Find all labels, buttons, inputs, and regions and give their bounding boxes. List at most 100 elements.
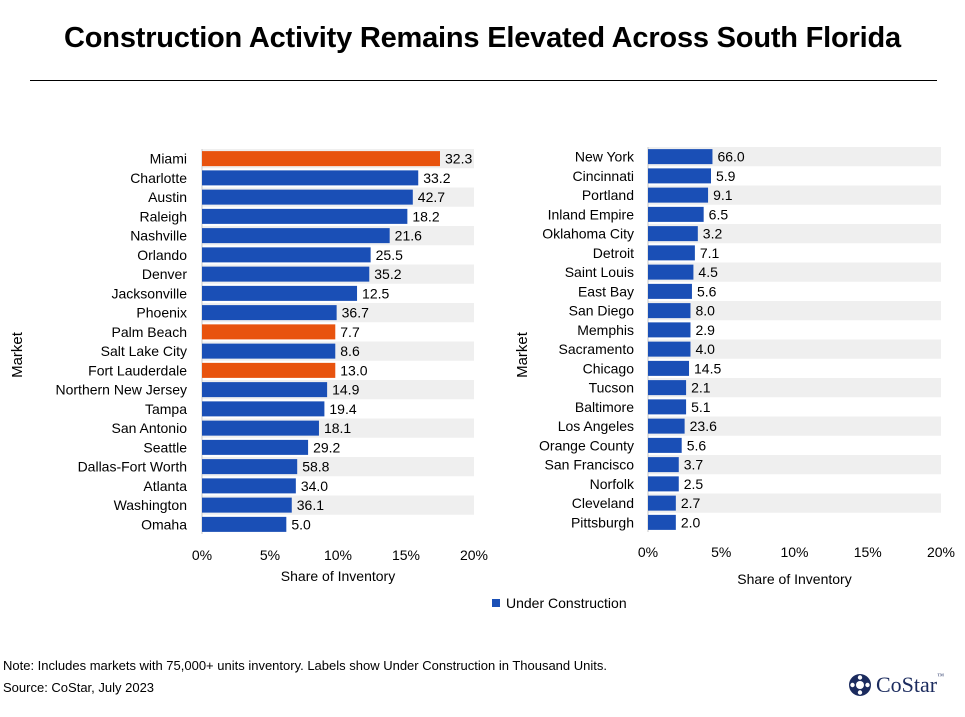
chart1-data-label: 32.3: [445, 151, 472, 167]
chart1-category-label: Salt Lake City: [101, 343, 187, 359]
chart1-data-label: 8.6: [340, 343, 360, 359]
chart2-bar: [648, 322, 691, 338]
chart1-category-label: Northern New Jersey: [56, 382, 188, 398]
chart2-band: [648, 224, 941, 244]
chart2-category-label: Inland Empire: [548, 206, 635, 222]
chart2-category-label: Tucson: [589, 380, 634, 396]
chart1-bar: [202, 228, 390, 244]
chart1-data-label: 21.6: [395, 228, 422, 244]
chart2-category-label: Detroit: [593, 245, 634, 261]
chart2-data-label: 8.0: [695, 303, 715, 319]
chart2-x-tick-label: 20%: [927, 544, 955, 560]
chart1-category-label: Nashville: [130, 228, 187, 244]
chart1-bar: [202, 266, 370, 282]
chart1-data-label: 14.9: [332, 382, 359, 398]
chart2-category-label: Sacramento: [559, 341, 635, 357]
chart2-data-label: 23.6: [690, 418, 717, 434]
chart2-bar: [648, 303, 691, 319]
chart1-category-label: Palm Beach: [112, 324, 187, 340]
chart1-data-label: 29.2: [313, 439, 340, 455]
chart2-x-tick-label: 0%: [638, 544, 658, 560]
chart2-category-label: Baltimore: [575, 399, 634, 415]
chart2-data-label: 4.0: [695, 341, 715, 357]
chart1-data-label: 13.0: [340, 362, 367, 378]
chart1-bar: [202, 305, 337, 321]
chart1-category-label: Orlando: [137, 247, 187, 263]
chart2-category-label: Pittsburgh: [571, 514, 634, 530]
chart2-bar: [648, 149, 713, 165]
chart2-category-label: Norfolk: [590, 476, 635, 492]
chart2-category-label: Portland: [582, 187, 634, 203]
chart1-data-label: 25.5: [376, 247, 403, 263]
chart2-bar: [648, 360, 690, 376]
chart2-band: [648, 147, 941, 167]
chart1-x-tick-label: 5%: [260, 547, 280, 563]
chart2-band: [648, 378, 941, 398]
chart2-bar: [648, 264, 694, 280]
footnote: Note: Includes markets with 75,000+ unit…: [3, 658, 607, 673]
costar-logo: CoStar™: [848, 672, 944, 698]
chart2-data-label: 6.5: [709, 206, 729, 222]
chart1-category-label: Dallas-Fort Worth: [78, 459, 187, 475]
chart2-data-label: 5.9: [716, 168, 736, 184]
chart2-bar: [648, 341, 691, 357]
chart1-data-label: 5.0: [291, 516, 311, 532]
chart1-bar: [202, 382, 328, 398]
chart1-data-label: 12.5: [362, 285, 389, 301]
chart1-bar: [202, 459, 298, 475]
chart2-bar: [648, 514, 676, 530]
chart2-x-tick-label: 5%: [711, 544, 731, 560]
chart1-x-tick-label: 20%: [460, 547, 488, 563]
chart2-bar: [648, 245, 695, 261]
chart1-data-label: 18.1: [324, 420, 351, 436]
chart2-band: [648, 262, 941, 282]
chart1-x-tick-label: 15%: [392, 547, 420, 563]
chart2-category-label: New York: [575, 149, 635, 165]
chart1-bar: [202, 343, 336, 359]
chart2-data-label: 5.6: [697, 283, 717, 299]
chart2-category-label: East Bay: [578, 283, 634, 299]
chart1-bar: [202, 324, 336, 340]
chart2-band: [648, 455, 941, 475]
chart2-data-label: 5.6: [687, 437, 707, 453]
chart2-bar: [648, 418, 685, 434]
chart1-data-label: 33.2: [423, 170, 450, 186]
chart2-category-label: Cincinnati: [573, 168, 634, 184]
chart2-category-label: Chicago: [583, 360, 635, 376]
chart1-x-axis-title: Share of Inventory: [281, 568, 395, 584]
chart1-bar: [202, 189, 413, 205]
chart1-data-label: 18.2: [412, 208, 439, 224]
chart1-category-label: Atlanta: [143, 478, 187, 494]
chart2-band: [648, 301, 941, 321]
chart2-bar: [648, 168, 711, 184]
chart1-y-axis-title: Market: [9, 331, 26, 378]
chart1-x-tick-label: 0%: [192, 547, 212, 563]
chart1-data-label: 42.7: [418, 189, 445, 205]
costar-star-icon: [849, 674, 871, 696]
legend-label: Under Construction: [506, 595, 627, 611]
chart2-bar: [648, 476, 679, 492]
chart1-data-label: 35.2: [374, 266, 401, 282]
title-divider: [30, 80, 937, 81]
chart1-bar: [202, 151, 440, 167]
chart2-band: [648, 185, 941, 205]
chart1-category-label: San Antonio: [111, 420, 187, 436]
logo-wordmark: CoStar™: [876, 672, 944, 697]
chart1-category-label: Fort Lauderdale: [88, 362, 187, 378]
chart2-data-label: 2.0: [681, 514, 701, 530]
source-note: Source: CoStar, July 2023: [3, 680, 155, 695]
chart1-bar: [202, 478, 296, 494]
chart2-band: [648, 339, 941, 359]
chart2-y-axis-title: Market: [514, 331, 531, 378]
chart1-data-label: 58.8: [302, 459, 329, 475]
chart1-bar: [202, 497, 292, 513]
chart2-data-label: 9.1: [713, 187, 733, 203]
chart1-x-tick-label: 10%: [324, 547, 352, 563]
chart2-category-label: San Francisco: [545, 457, 635, 473]
chart2-data-label: 2.1: [691, 380, 711, 396]
chart1-bar: [202, 247, 371, 263]
chart1-category-label: Charlotte: [130, 170, 187, 186]
chart1-category-label: Austin: [148, 189, 187, 205]
chart1-bar: [202, 362, 336, 378]
